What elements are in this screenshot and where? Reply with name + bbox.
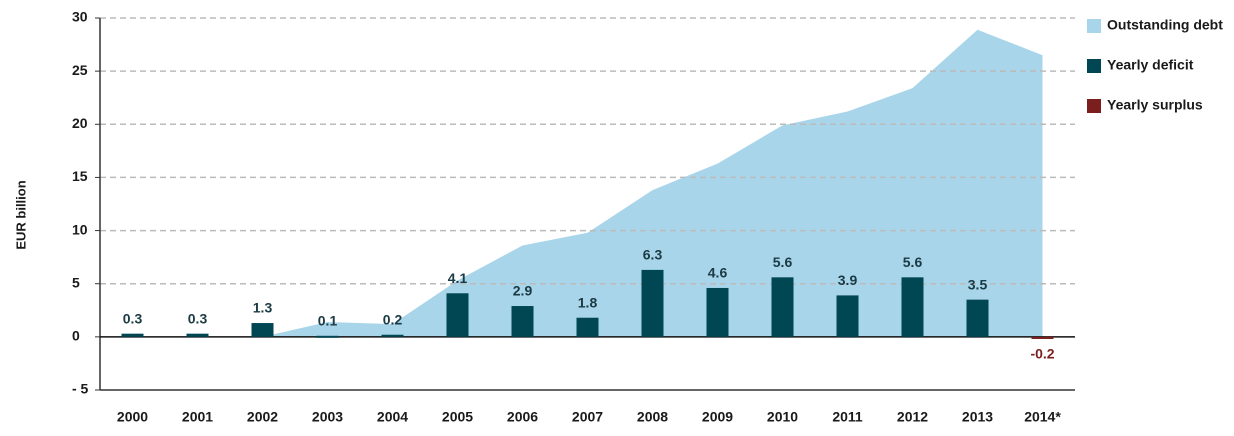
bar: [446, 293, 469, 337]
value-label: 1.3: [253, 300, 273, 316]
bar: [706, 287, 729, 337]
x-tick-label: 2012: [897, 409, 928, 425]
y-tick-label: 5: [72, 274, 80, 290]
bar: [1031, 336, 1054, 339]
bar: [186, 333, 209, 337]
y-tick-label: 10: [72, 221, 88, 237]
value-label: 3.9: [838, 272, 858, 288]
x-tick-label: 2009: [702, 409, 733, 425]
x-tick-label: 2005: [442, 409, 473, 425]
x-tick-label: 2008: [637, 409, 668, 425]
y-tick-label: 20: [72, 115, 88, 131]
bar: [511, 306, 534, 337]
y-tick-label: 25: [72, 62, 88, 78]
bar: [836, 295, 859, 337]
value-label: 5.6: [903, 254, 923, 270]
x-tick-label: 2011: [832, 409, 863, 425]
x-tick-label: 2013: [962, 409, 993, 425]
legend-label: Yearly deficit: [1107, 57, 1194, 73]
legend-swatch: [1087, 99, 1101, 113]
value-label: -0.2: [1030, 346, 1054, 362]
value-label: 5.6: [773, 254, 793, 270]
x-tick-label: 2000: [117, 409, 148, 425]
bar: [901, 277, 924, 337]
bar: [251, 323, 274, 337]
x-tick-label: 2014*: [1024, 409, 1061, 425]
bar: [966, 299, 989, 337]
value-label: 1.8: [578, 294, 598, 310]
value-label: 0.2: [383, 311, 403, 327]
value-label: 6.3: [643, 247, 663, 263]
debt-area: [262, 29, 1043, 337]
value-label: 3.5: [968, 276, 988, 292]
bar: [121, 333, 144, 337]
y-tick-label: - 5: [72, 381, 89, 397]
x-tick-label: 2007: [572, 409, 603, 425]
y-tick-label: 0: [72, 328, 80, 344]
value-label: 0.3: [123, 310, 143, 326]
bar: [771, 277, 794, 337]
value-label: 4.6: [708, 265, 728, 281]
x-tick-label: 2010: [767, 409, 798, 425]
y-tick-label: 15: [72, 168, 88, 184]
value-label: 4.1: [448, 270, 468, 286]
y-tick-label: 30: [72, 9, 88, 25]
legend-swatch: [1087, 19, 1101, 33]
bar: [641, 269, 664, 337]
value-label: 0.3: [188, 310, 208, 326]
value-label: 0.1: [318, 312, 338, 328]
x-tick-label: 2003: [312, 409, 343, 425]
x-tick-label: 2006: [507, 409, 538, 425]
y-axis-label: EUR billion: [13, 180, 28, 249]
bar: [381, 334, 404, 337]
value-label: 2.9: [513, 283, 533, 299]
bar: [576, 317, 599, 337]
x-tick-label: 2001: [182, 409, 213, 425]
x-tick-label: 2002: [247, 409, 278, 425]
x-tick-label: 2004: [377, 409, 408, 425]
legend-label: Outstanding debt: [1107, 17, 1223, 33]
legend-label: Yearly surplus: [1107, 97, 1203, 113]
legend-swatch: [1087, 59, 1101, 73]
bar: [316, 335, 339, 338]
